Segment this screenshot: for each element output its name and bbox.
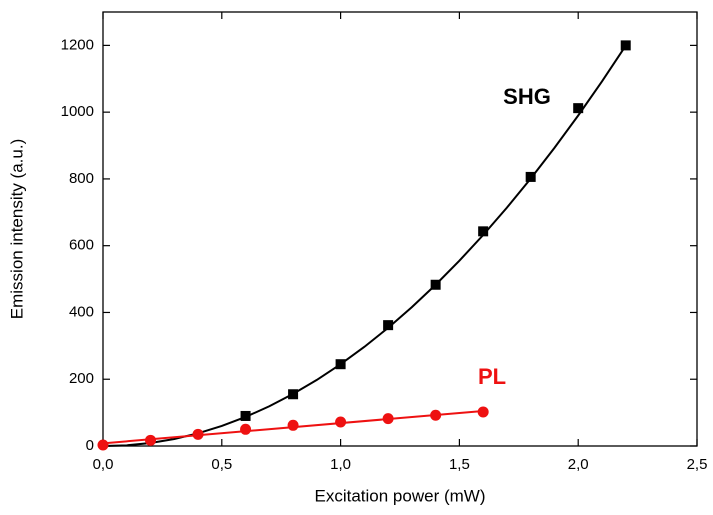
- marker: [478, 226, 489, 237]
- x-tick-label: 2,0: [568, 456, 589, 473]
- y-tick-label: 1200: [61, 36, 94, 53]
- marker: [335, 359, 346, 370]
- y-tick-label: 800: [69, 170, 94, 187]
- y-tick-label: 200: [69, 370, 94, 387]
- y-axis-label: Emission intensity (a.u.): [7, 139, 26, 319]
- marker: [383, 320, 394, 331]
- x-tick-label: 1,5: [449, 456, 470, 473]
- marker: [335, 416, 347, 428]
- x-tick-label: 0,5: [211, 456, 232, 473]
- y-tick-label: 600: [69, 237, 94, 254]
- marker: [145, 434, 157, 446]
- series-label: SHG: [503, 84, 551, 109]
- marker: [240, 423, 252, 435]
- marker: [288, 389, 299, 400]
- x-tick-label: 1,0: [330, 456, 351, 473]
- marker: [240, 410, 251, 421]
- marker: [430, 279, 441, 290]
- y-tick-label: 400: [69, 303, 94, 320]
- series-label: PL: [478, 364, 506, 389]
- y-tick-label: 1000: [61, 103, 94, 120]
- marker: [287, 419, 299, 431]
- marker: [477, 406, 489, 418]
- marker: [525, 171, 536, 182]
- marker: [192, 428, 204, 440]
- x-axis-label: Excitation power (mW): [315, 486, 486, 505]
- x-tick-label: 0,0: [93, 456, 114, 473]
- marker: [382, 413, 394, 425]
- marker: [620, 40, 631, 51]
- marker: [97, 439, 109, 451]
- y-tick-label: 0: [86, 437, 94, 454]
- plot-frame: [102, 11, 698, 447]
- marker: [430, 409, 442, 421]
- x-tick-label: 2,5: [687, 456, 708, 473]
- marker: [573, 103, 584, 114]
